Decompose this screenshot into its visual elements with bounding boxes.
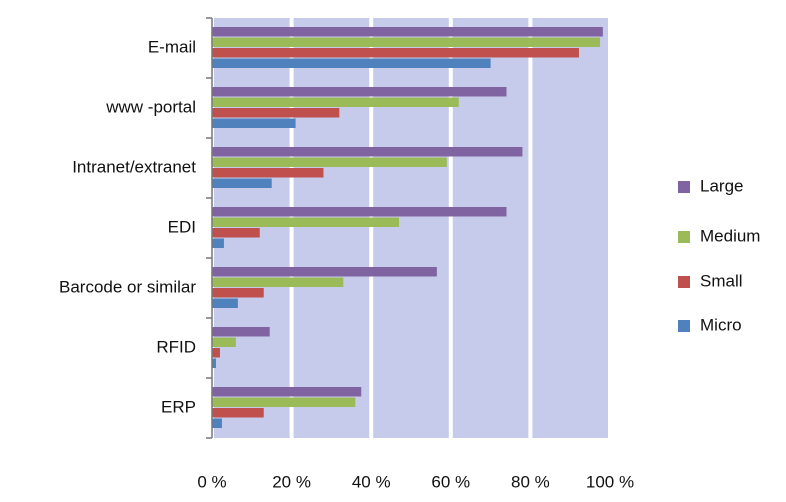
bar (212, 277, 344, 287)
bar (212, 238, 224, 248)
bar (212, 87, 507, 97)
legend-swatch (678, 320, 690, 332)
bar (212, 267, 437, 277)
y-tick-label: Barcode or similar (59, 277, 196, 296)
y-tick-label: Intranet/extranet (72, 157, 196, 176)
legend-swatch (678, 231, 690, 243)
bar (212, 97, 459, 107)
bar (212, 408, 264, 418)
bar (212, 207, 507, 217)
bar (212, 387, 362, 397)
bar (212, 397, 356, 407)
legend-label: Large (700, 176, 743, 195)
y-tick-label: E-mail (148, 37, 196, 56)
y-tick-label: RFID (156, 337, 196, 356)
x-tick-label: 0 % (197, 472, 226, 491)
bar (212, 337, 236, 347)
bar (212, 288, 264, 298)
y-tick-label: ERP (161, 397, 196, 416)
bar (212, 327, 270, 337)
x-tick-label: 80 % (511, 472, 550, 491)
legend-label: Small (700, 271, 743, 290)
plot-area (212, 18, 610, 438)
bar (212, 418, 222, 428)
bar (212, 348, 220, 358)
x-tick-label: 20 % (272, 472, 311, 491)
legend-swatch (678, 276, 690, 288)
bar (212, 27, 603, 37)
bar (212, 37, 601, 47)
legend-label: Medium (700, 226, 760, 245)
bar (212, 147, 523, 157)
bar (212, 108, 340, 118)
bar (212, 178, 272, 188)
x-tick-label: 100 % (586, 472, 634, 491)
bar (212, 217, 400, 227)
y-tick-label: www -portal (105, 97, 196, 116)
x-tick-label: 60 % (431, 472, 470, 491)
bar (212, 298, 238, 308)
x-tick-label: 40 % (352, 472, 391, 491)
bar (212, 228, 260, 238)
legend-swatch (678, 181, 690, 193)
bar (212, 58, 491, 68)
bar (212, 118, 296, 128)
bar (212, 168, 324, 178)
bar (212, 358, 216, 368)
legend-label: Micro (700, 315, 742, 334)
y-tick-label: EDI (168, 217, 196, 236)
bar (212, 157, 447, 167)
bar (212, 48, 579, 58)
